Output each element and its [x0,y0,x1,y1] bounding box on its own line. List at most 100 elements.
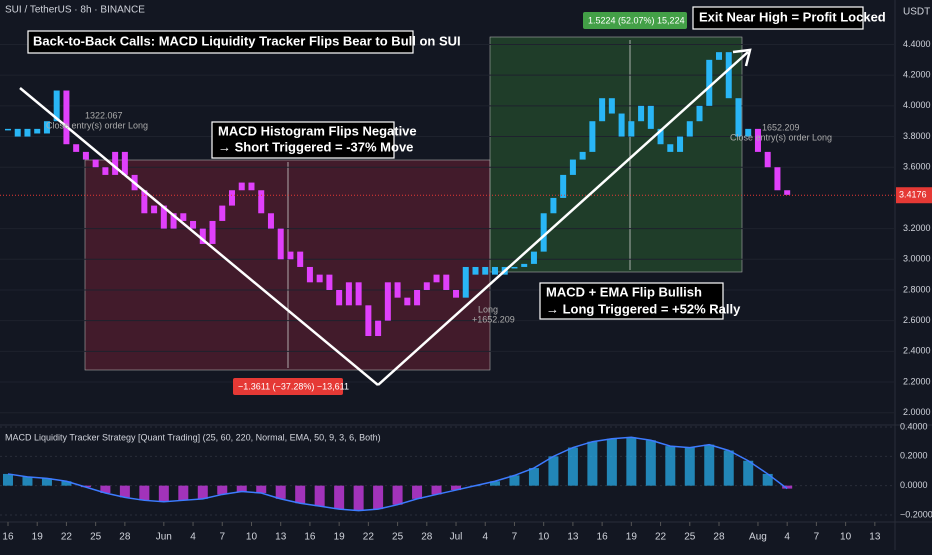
candle [345,282,352,306]
symbol: SUI / TetherUS · 8h · BINANCE [5,5,145,16]
x-tick-label: 7 [512,532,518,543]
candle [667,144,674,152]
y-tick-label: 2.6000 [903,315,931,325]
candle [677,136,684,152]
y-tick-label: 2.0000 [903,407,931,417]
y-tick-label: 4.0000 [903,100,931,110]
candle [219,205,226,221]
candle [238,182,245,191]
annotation: Back-to-Back Calls: MACD Liquidity Track… [33,33,461,48]
histogram-bar [236,485,247,492]
candle [599,98,606,122]
candle [34,128,41,134]
candle [170,213,177,229]
candle [43,121,50,134]
annotation: → Short Triggered = -37% Move [218,139,413,154]
candle [394,282,401,298]
candle [462,266,469,298]
histogram-bar [2,473,13,486]
candle [511,266,518,269]
candle [102,167,109,175]
histogram-bar [61,481,72,486]
candle [112,151,119,175]
annotation: → Long Triggered = +52% Rally [546,301,741,316]
candle [443,274,450,290]
candle [199,228,206,244]
candle [151,205,158,214]
histogram-bar [412,485,423,499]
y-tick-label: 3.8000 [903,131,931,141]
x-tick-label: 16 [597,532,609,543]
y-tick-label: 2.2000 [903,376,931,386]
candle [784,190,791,195]
candle [608,98,615,114]
histogram-bar [334,485,345,510]
annotation: MACD Histogram Flips Negative [218,123,417,138]
y-tick-label: 2.8000 [903,284,931,294]
x-tick-label: 28 [713,532,725,543]
candle [248,182,255,191]
candle [14,128,21,137]
histogram-bar [451,485,462,491]
candle [336,289,343,306]
x-tick-label: 4 [190,532,196,543]
x-tick-label: Jul [450,532,463,543]
histogram-bar [665,446,676,486]
candle [414,289,421,306]
histogram-bar [431,485,442,495]
histogram-bar [645,440,656,486]
candle [579,151,586,160]
histogram-bar [22,476,33,486]
candle [540,213,547,252]
annotation-box [211,121,395,159]
range-label-text: −1.3611 (−37.28%) −13,611 [238,381,349,391]
annotation-box [27,30,414,54]
trade-value: 1322.067 [85,110,123,120]
candle [82,151,89,160]
candle [258,190,265,214]
candle [160,205,167,229]
candle [209,220,216,244]
last-price-tag [896,187,932,204]
trend-arrow [377,51,749,386]
candle [774,167,781,191]
candle [306,266,313,283]
y-tick-label: 0.4000 [900,421,928,431]
histogram-bar [158,485,169,502]
candle [550,197,557,214]
x-tick-label: 10 [538,532,550,543]
histogram-bar [704,444,715,486]
x-tick-label: 16 [304,532,316,543]
short-range-box [84,159,491,371]
indicator-title: MACD Liquidity Tracker Strategy [Quant T… [5,432,381,442]
trade-label: Close entry(s) order Long [46,120,148,130]
candle [764,151,771,168]
candle [355,282,362,306]
x-tick-label: 7 [814,532,820,543]
x-tick-label: 19 [334,532,346,543]
histogram-bar [100,485,111,493]
candle [491,266,498,275]
histogram-bar [528,468,539,486]
candle [365,305,372,337]
range-label [233,378,343,395]
histogram-bar [626,437,637,486]
trade-label: Close entry(s) order Long [730,132,832,142]
candle [754,128,761,152]
y-tick-label: 2.4000 [903,346,931,356]
x-tick-label: 22 [61,532,73,543]
x-tick-label: 28 [421,532,433,543]
histogram-bar [314,485,325,507]
trend-arrow [19,87,379,386]
x-tick-label: 13 [567,532,579,543]
candle [73,144,80,152]
y-tick-label: 3.2000 [903,223,931,233]
candle [472,266,479,275]
candle [121,151,128,175]
candle [24,128,31,137]
candle [404,297,411,306]
arrow-head [732,48,752,67]
candle [141,190,148,214]
x-tick-label: 13 [275,532,287,543]
